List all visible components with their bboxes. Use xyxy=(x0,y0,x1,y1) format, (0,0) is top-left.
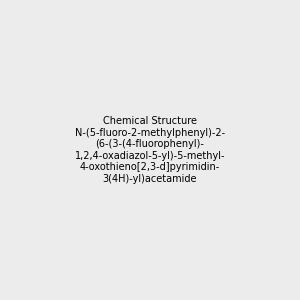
Text: Chemical Structure
N-(5-fluoro-2-methylphenyl)-2-
(6-(3-(4-fluorophenyl)-
1,2,4-: Chemical Structure N-(5-fluoro-2-methylp… xyxy=(75,116,225,184)
